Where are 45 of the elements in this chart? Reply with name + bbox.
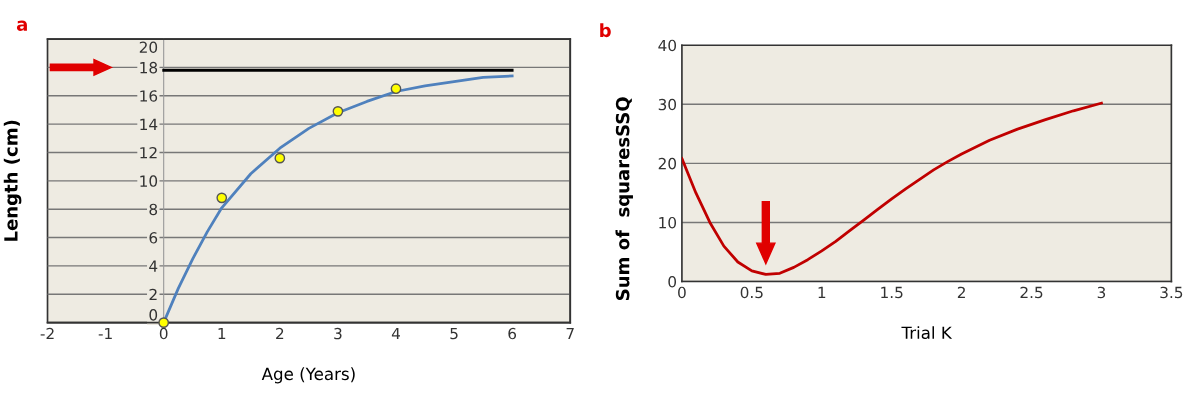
- y-tick-label: 30: [658, 98, 677, 111]
- point: [158, 317, 170, 328]
- point: [390, 83, 402, 95]
- x-tick-label: 2.5: [1020, 286, 1043, 299]
- x-axis-title: Trial K: [901, 326, 953, 340]
- y-tick-label: 18: [140, 61, 158, 74]
- point: [274, 152, 286, 164]
- x-tick-label: 0.5: [740, 286, 763, 299]
- y-tick-label: 6: [149, 232, 158, 244]
- x-tick-label: 2: [276, 327, 284, 340]
- y-tick-label: 16: [140, 90, 158, 102]
- y-tick-label: 0: [668, 276, 677, 288]
- y-tick-label: 8: [149, 203, 158, 216]
- x-tick-label: 6: [508, 327, 517, 340]
- point: [332, 106, 344, 117]
- x-tick-label: -1: [98, 327, 112, 340]
- point: [216, 192, 228, 204]
- y-tick-label: 40: [658, 39, 677, 52]
- y-axis-title: Length (cm): [3, 120, 22, 241]
- chart-title: a: [16, 20, 27, 31]
- y-tick-label: 20: [658, 157, 677, 170]
- y-tick-label: 10: [140, 175, 158, 187]
- x-tick-label: 1: [818, 286, 826, 298]
- x-tick-label: 3.5: [1160, 286, 1183, 299]
- x-tick-label: 4: [391, 327, 400, 340]
- y-axis-title: Sum of squaresSSQ: [615, 97, 633, 300]
- x-tick-label: 0: [678, 286, 686, 299]
- x-tick-label: 1: [218, 327, 226, 340]
- x-tick-label: 1.5: [881, 286, 903, 299]
- y-tick-label: 20: [139, 41, 158, 54]
- y-tick-label: 4: [149, 260, 158, 272]
- y-tick-label: 12: [140, 146, 157, 159]
- y-tick-label: 14: [140, 118, 158, 130]
- chart-title: b: [600, 23, 611, 38]
- y-tick-label: 10: [659, 216, 677, 229]
- y-tick-label: 0: [149, 309, 158, 321]
- x-tick-label: -2: [40, 327, 54, 340]
- x-tick-label: 3: [1097, 286, 1106, 299]
- x-tick-label: 5: [450, 327, 458, 340]
- x-tick-label: 3: [334, 327, 342, 340]
- x-axis-title: Age (Years): [261, 367, 355, 384]
- line-series: [681, 101, 1103, 276]
- x-tick-label: 7: [566, 327, 574, 340]
- x-tick-label: 2: [957, 286, 965, 298]
- x-tick-label: 0: [159, 327, 168, 340]
